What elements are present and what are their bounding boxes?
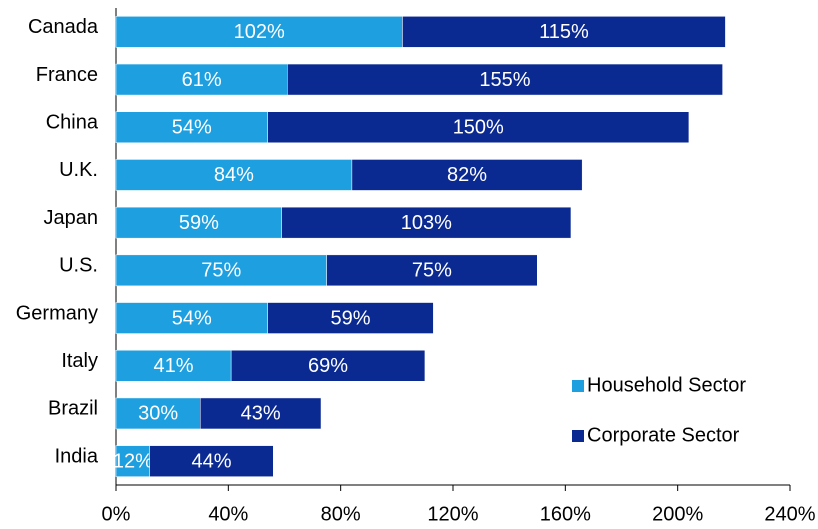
data-label: 103% [401, 212, 452, 234]
data-label: 69% [308, 355, 348, 377]
bar-segment [115, 350, 232, 382]
bar-segment [267, 302, 434, 334]
category-label: Canada [28, 16, 99, 38]
bar-segment [326, 254, 538, 287]
data-label: 84% [214, 164, 254, 186]
bar-segment [115, 254, 327, 287]
category-label: France [36, 64, 98, 86]
data-label: 30% [138, 403, 178, 425]
data-label: 102% [234, 21, 285, 43]
category-label: Brazil [48, 398, 98, 420]
bar-segment [115, 445, 150, 477]
data-label: 82% [447, 164, 487, 186]
legend-swatch [572, 430, 584, 442]
x-tick-label: 160% [540, 503, 591, 525]
data-label: 59% [179, 212, 219, 234]
bar-segment [115, 111, 268, 143]
legend-swatch [572, 380, 584, 392]
bar-segment [115, 159, 353, 191]
bar-segment [230, 350, 426, 382]
data-label: 155% [479, 69, 530, 91]
bar-segment [200, 397, 322, 430]
x-tick-label: 240% [764, 503, 815, 525]
category-label: Japan [44, 207, 99, 229]
data-label: 150% [453, 117, 504, 139]
bar-segment [115, 206, 282, 239]
bar-segment [267, 111, 690, 143]
data-label: 54% [172, 117, 212, 139]
bar-segment [115, 397, 201, 430]
data-label: 41% [154, 355, 194, 377]
x-tick-label: 80% [321, 503, 361, 525]
data-label: 59% [330, 307, 370, 329]
legend-label: Household Sector [587, 374, 746, 396]
legend-label: Corporate Sector [587, 424, 740, 446]
bar-segment [149, 445, 274, 477]
bar-segment [115, 63, 288, 96]
category-label: Germany [16, 302, 98, 324]
x-tick-label: 40% [208, 503, 248, 525]
bar-segment [115, 302, 268, 334]
bar-segment [402, 16, 726, 48]
category-label: U.S. [59, 255, 98, 277]
data-label: 75% [201, 260, 241, 282]
data-label: 44% [191, 450, 231, 472]
category-label: U.K. [59, 159, 98, 181]
bar-segment [287, 63, 723, 96]
data-label: 61% [182, 69, 222, 91]
data-label: 75% [412, 260, 452, 282]
category-label: Italy [61, 350, 98, 372]
x-tick-label: 120% [427, 503, 478, 525]
data-label: 43% [241, 403, 281, 425]
category-label: India [55, 445, 99, 467]
category-label: China [46, 112, 99, 134]
bar-segment [281, 206, 572, 239]
data-label: 54% [172, 307, 212, 329]
data-label: 12% [113, 450, 153, 472]
x-tick-label: 200% [652, 503, 703, 525]
x-tick-label: 0% [102, 503, 131, 525]
data-label: 115% [539, 21, 589, 43]
bar-segment [351, 159, 583, 191]
